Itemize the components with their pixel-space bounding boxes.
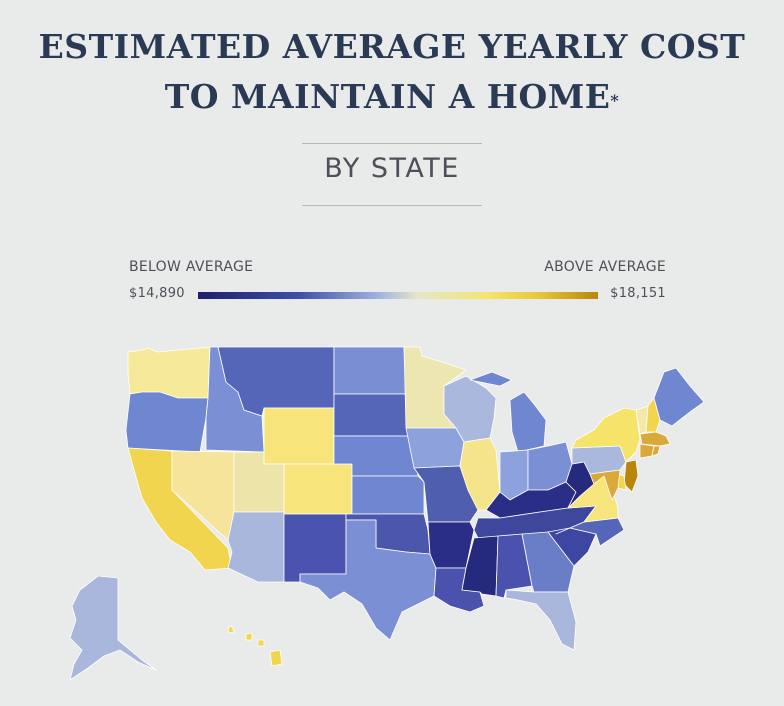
state-nh[interactable]	[645, 397, 661, 433]
state-ma[interactable]	[639, 431, 671, 447]
state-wy[interactable]	[263, 407, 335, 465]
legend-max-value: $18,151	[610, 286, 666, 301]
state-sd[interactable]	[333, 393, 409, 437]
subtitle: BY STATE	[324, 153, 460, 184]
state-nd[interactable]	[333, 346, 407, 395]
states-layer	[69, 346, 705, 681]
state-ak[interactable]	[69, 575, 157, 681]
subtitle-bottom-rule	[302, 205, 482, 206]
state-or[interactable]	[125, 391, 209, 453]
state-fl[interactable]	[505, 589, 577, 651]
state-md[interactable]	[589, 469, 621, 501]
state-ks[interactable]	[351, 475, 425, 515]
state-az[interactable]	[227, 511, 285, 583]
state-tx[interactable]	[299, 519, 437, 641]
title-line-1: ESTIMATED AVERAGE YEARLY COST	[38, 27, 746, 66]
title-asterisk: *	[610, 91, 620, 110]
legend-color-scale	[198, 292, 598, 299]
title-line-2: TO MAINTAIN A HOME*	[0, 72, 784, 122]
state-sc[interactable]	[547, 527, 597, 567]
state-hi[interactable]	[227, 625, 283, 667]
state-wi[interactable]	[443, 375, 497, 443]
state-wa[interactable]	[127, 346, 211, 399]
state-nm[interactable]	[283, 513, 347, 583]
state-me[interactable]	[653, 367, 705, 427]
state-ia[interactable]	[405, 427, 465, 469]
legend-min-value: $14,890	[129, 286, 185, 301]
state-mi[interactable]	[469, 371, 547, 453]
legend-below-label: BELOW AVERAGE	[129, 259, 254, 275]
state-ri[interactable]	[651, 445, 661, 457]
legend-above-label: ABOVE AVERAGE	[544, 259, 666, 275]
page-title: ESTIMATED AVERAGE YEARLY COST TO MAINTAI…	[0, 22, 784, 122]
title-line-2-text: TO MAINTAIN A HOME	[164, 77, 611, 116]
state-ar[interactable]	[427, 521, 475, 569]
state-co[interactable]	[283, 463, 353, 515]
state-nj[interactable]	[623, 459, 639, 493]
subtitle-top-rule	[302, 143, 482, 144]
state-ny[interactable]	[571, 407, 641, 463]
